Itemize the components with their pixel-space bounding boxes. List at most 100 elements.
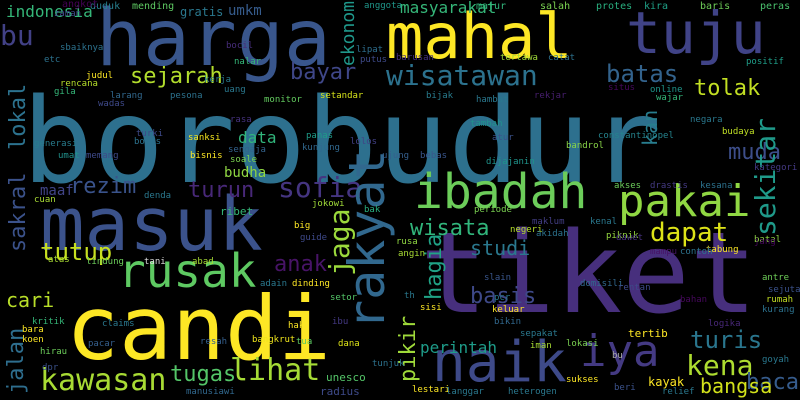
word-small: dijajanin [486, 157, 535, 167]
word-small: sisi [420, 303, 442, 313]
word-small: piknik [606, 231, 639, 241]
word-kan: bangsa [700, 374, 773, 398]
word-small: rentan [618, 283, 651, 293]
word-small: zaman [54, 9, 82, 19]
word-small: kunjung [302, 143, 340, 153]
word-anak: bu [0, 19, 34, 52]
word-small: manusiawi [186, 387, 235, 397]
word-small: rekjar [534, 91, 567, 101]
word-small: jang [754, 237, 776, 247]
word-small: dinding [292, 279, 330, 289]
word-small: bu [612, 351, 623, 361]
word-small: catat [548, 53, 576, 63]
word-small: bara [22, 325, 44, 335]
word-jaga: jaga [323, 208, 356, 276]
word-small: kesana [700, 181, 733, 191]
word-small: lipat [356, 45, 384, 55]
word-small: setor [330, 293, 358, 303]
word-small: lolos [350, 137, 378, 147]
word-small: koen [22, 335, 44, 345]
word-small: pcr [494, 293, 511, 303]
word-sekitar: sekitar [749, 117, 782, 236]
word-small: baris [700, 1, 731, 12]
word-rusak: rusak [118, 244, 257, 298]
word-segitu: cari [6, 288, 55, 312]
word-small: tabung [706, 245, 739, 255]
word-small: kira [644, 1, 669, 12]
word-small: rencana [60, 79, 98, 89]
word-small: situs [608, 83, 636, 93]
word-small: tertib [628, 327, 668, 340]
word-small: sbaiknya [60, 43, 104, 53]
word-iya: iya [580, 326, 660, 377]
word-sofia: sofia [278, 171, 363, 204]
word-small: panas [306, 131, 334, 141]
word-small: atas [48, 255, 70, 265]
word-small: antre [762, 273, 790, 283]
word-small: drastis [650, 181, 688, 191]
word-studi: studi [470, 236, 531, 260]
word-umkm: gratis [180, 5, 224, 19]
word-pikir: pikir [396, 315, 421, 382]
word-small: maaf [40, 183, 74, 199]
word-small: hambat [476, 95, 509, 105]
word-small: unesco [326, 371, 366, 384]
word-small: heterogen [508, 387, 557, 397]
word-small: atur [492, 133, 514, 143]
word-small: judul [86, 71, 114, 81]
word-small: turki [136, 129, 164, 139]
word-small: tunjuk [372, 359, 405, 369]
word-candi: candi [66, 277, 331, 380]
word-small: keluar [492, 305, 525, 315]
word-batas: batas [606, 60, 679, 88]
word-small: boros [134, 137, 162, 147]
word-small: dana [338, 339, 360, 349]
word-basis: basis [470, 284, 537, 309]
word-small: majur [476, 1, 507, 12]
word-small: sukses [566, 375, 599, 385]
word-small: gila [54, 87, 76, 97]
word-small: th [404, 291, 415, 301]
word-small: negeri [510, 225, 543, 235]
word-small: etc [44, 55, 61, 65]
word-small: anggota [364, 1, 402, 11]
word-small: rusa [396, 237, 418, 247]
word-small: bikin [494, 317, 522, 327]
word-small: budaya [722, 127, 755, 137]
word-small: kritik [32, 317, 65, 327]
word-small: hak [288, 321, 305, 331]
word-small: constantinopel [598, 131, 674, 141]
word-tugas: tugas [170, 362, 237, 387]
word-small: bandrol [566, 141, 604, 151]
word-bangsa: ekonomi [338, 0, 359, 66]
word-small: periode [474, 205, 512, 215]
word-small: pesona [170, 91, 203, 101]
word-small: kenal [590, 217, 618, 227]
word-small: batal [754, 235, 782, 245]
word-hagia: hagia [422, 233, 447, 300]
word-ibadah: ibadah [414, 164, 588, 220]
word-small: umat [58, 151, 80, 161]
word-small: akidah [536, 229, 569, 239]
word-small: monitor [264, 95, 302, 105]
word-lokal: lokal [6, 83, 31, 150]
word-small: bangkrut [252, 335, 296, 345]
word-small: putus [360, 55, 388, 65]
word-small: jokowi [312, 199, 345, 209]
word-small: soale [230, 155, 258, 165]
word-small: kategori [754, 163, 798, 173]
word-masyarakat: umkm [228, 3, 262, 19]
word-small: maklum [532, 217, 565, 227]
word-harga: harga [96, 0, 331, 84]
word-small: online [650, 85, 683, 95]
word-wisatawan: wisatawan [386, 59, 538, 92]
word-small: setandar [320, 91, 364, 101]
word-naik: naik [432, 330, 567, 395]
word-small: relief [662, 387, 695, 397]
word-tolak: tolak [694, 76, 761, 101]
word-small: lindung [86, 257, 124, 267]
word-small: langgar [446, 387, 484, 397]
word-small: dawet [616, 233, 644, 243]
word-small: peras [760, 1, 791, 12]
